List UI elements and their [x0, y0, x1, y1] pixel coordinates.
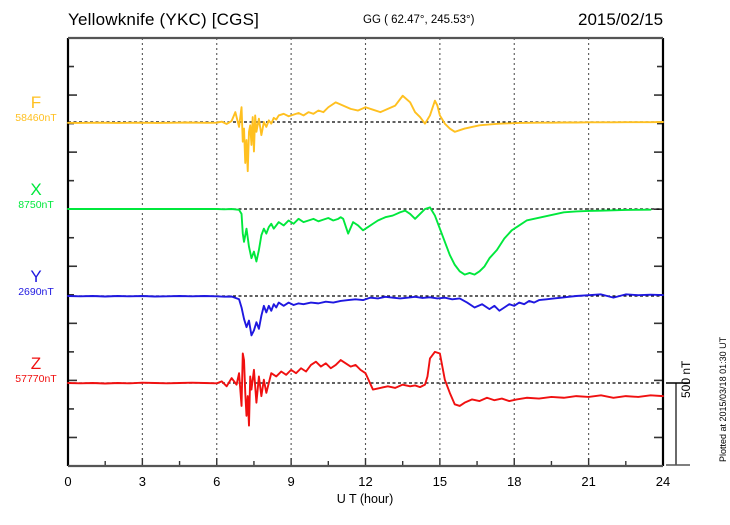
page-title: Yellowknife (YKC) [CGS]	[68, 10, 260, 29]
component-baseline-value: 58460nT	[15, 112, 57, 124]
plotted-timestamp: Plotted at 2015/03/18 01:30 UT	[718, 336, 728, 462]
xaxis-tick-label: 21	[581, 474, 596, 489]
xaxis-tick-label: 18	[507, 474, 522, 489]
xaxis-tick-label: 3	[138, 474, 146, 489]
component-label-z: Z 57770nT	[8, 355, 64, 385]
component-label-x: X 8750nT	[8, 181, 64, 211]
component-label-f: F 58460nT	[8, 94, 64, 124]
xaxis-title: U T (hour)	[336, 492, 394, 506]
component-symbol: Y	[30, 267, 42, 286]
xaxis-tick-label: 24	[655, 474, 671, 489]
xaxis-tick-label: 9	[287, 474, 295, 489]
plot-date: 2015/02/15	[578, 10, 664, 29]
component-baseline-value: 57770nT	[15, 373, 57, 385]
xaxis-tick-label: 6	[213, 474, 221, 489]
xaxis-tick-label: 0	[64, 474, 72, 489]
component-symbol: Z	[30, 354, 42, 373]
geographic-coordinates: GG ( 62.47°, 245.53°)	[363, 14, 475, 26]
xaxis-tick-label: 12	[358, 474, 373, 489]
component-baseline-value: 8750nT	[18, 199, 54, 211]
component-symbol: X	[30, 180, 42, 199]
component-label-y: Y 2690nT	[8, 268, 64, 298]
component-symbol: F	[30, 93, 42, 112]
component-baseline-value: 2690nT	[18, 286, 54, 298]
scale-bar-label: 500 nT	[679, 360, 693, 398]
xaxis-tick-label: 15	[432, 474, 448, 489]
